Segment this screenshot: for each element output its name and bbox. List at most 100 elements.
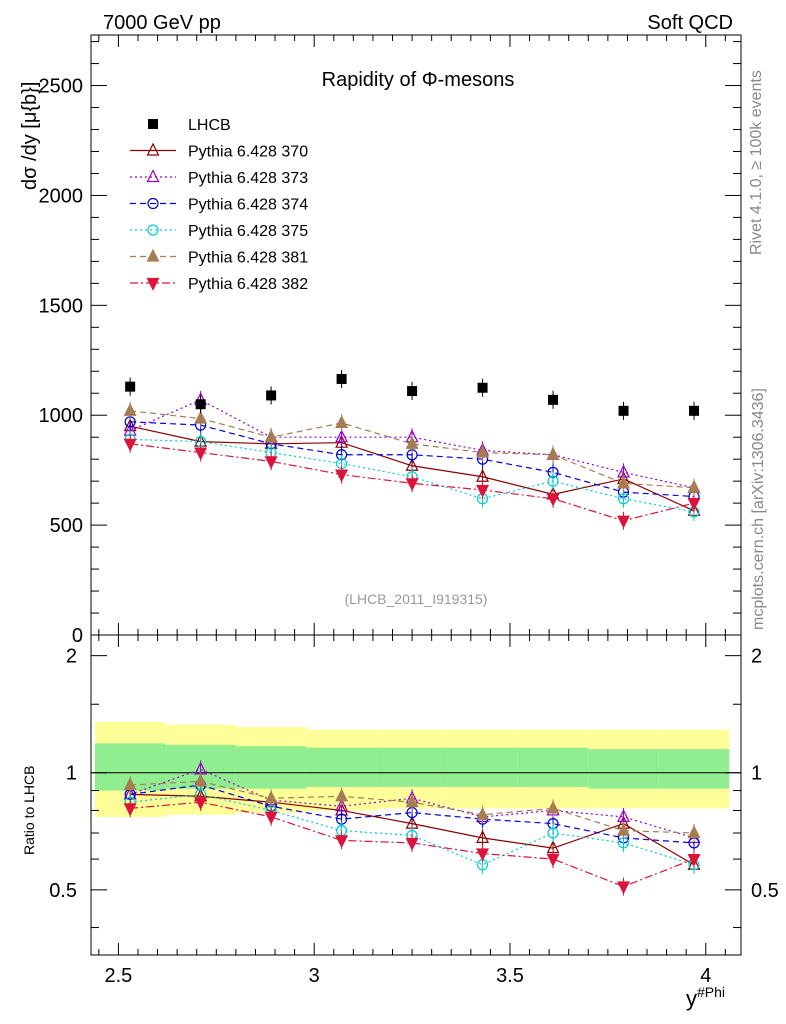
y-tick-label: 1500 — [39, 295, 84, 317]
main-series-point — [617, 493, 630, 505]
ratio-series-point — [687, 825, 701, 839]
data-series-point — [407, 386, 418, 397]
legend-label: Pythia 6.428 382 — [188, 276, 308, 293]
y-tick-label: 500 — [50, 515, 83, 537]
plot-title: Rapidity of Φ-mesons — [322, 69, 515, 91]
main-series-point — [546, 446, 560, 460]
ratio-y-tick-label-right: 0.5 — [751, 880, 779, 902]
x-axis-label-sup: #Phi — [697, 984, 725, 1000]
green-band — [235, 746, 307, 789]
x-tick-label: 4 — [700, 965, 711, 987]
ratio-y-tick-label: 2 — [66, 646, 77, 668]
ratio-series-point — [687, 853, 701, 867]
main-series-point — [123, 438, 137, 452]
x-axis-label: y#Phi — [686, 984, 725, 1011]
main-series-point — [405, 478, 419, 492]
x-axis-label-main: y — [686, 986, 697, 1011]
ratio-series-point — [476, 848, 490, 862]
legend-marker — [146, 277, 160, 291]
ratio-series-line — [130, 793, 695, 866]
main-series-point — [264, 456, 278, 470]
header-left: 7000 GeV pp — [103, 12, 221, 34]
side-label-rivet: Rivet 4.1.0, ≥ 100k events — [748, 70, 765, 255]
data-series-point — [689, 405, 700, 416]
watermark: (LHCB_2011_I919315) — [345, 591, 488, 607]
main-series-point — [546, 493, 560, 507]
y-tick-label: 0 — [72, 625, 83, 647]
ratio-series-line — [129, 768, 695, 839]
ratio-series-point — [617, 881, 631, 895]
side-label-mcplots: mcplots.cern.ch [arXiv:1306.3436] — [750, 388, 767, 630]
ratio-series-point — [617, 809, 631, 823]
axis-labels: dσ /dy [μ{b}] Ratio to LHCB y#Phi — [19, 82, 725, 1011]
data-series-point — [548, 394, 559, 405]
ratio-series-point — [335, 788, 349, 802]
main-series-point — [687, 479, 701, 493]
legend-label: Pythia 6.428 374 — [188, 197, 308, 214]
ratio-series-point — [123, 777, 137, 791]
main-series-point — [194, 447, 208, 461]
green-band — [658, 749, 730, 789]
x-tick-label: 2.5 — [105, 965, 133, 987]
ratio-series-point — [123, 803, 137, 817]
y-axis-label: dσ /dy [μ{b}] — [19, 82, 41, 190]
legend-label: Pythia 6.428 375 — [188, 223, 308, 240]
legend-marker — [148, 119, 158, 129]
data-series-point — [266, 390, 277, 401]
ratio-series-point — [405, 837, 419, 851]
ratio-series-point — [546, 853, 560, 867]
main-series-point — [617, 475, 631, 489]
ratio-series-point — [194, 797, 208, 811]
ratio-series-line — [130, 784, 695, 844]
main-series-point — [194, 410, 208, 424]
green-band — [306, 747, 377, 787]
main-series — [123, 369, 701, 530]
ratio-series — [123, 760, 701, 896]
main-series-point — [476, 444, 490, 458]
ratio-series-point — [264, 811, 278, 825]
ratio-series-point — [335, 835, 349, 849]
legend-marker — [146, 142, 160, 156]
main-series-point — [335, 415, 349, 429]
main-series-point — [405, 435, 419, 449]
x-tick-label: 3.5 — [496, 965, 524, 987]
legend-marker — [147, 224, 159, 236]
ratio-series-point — [405, 794, 419, 808]
legend-label: Pythia 6.428 373 — [188, 170, 308, 187]
main-series-line — [130, 410, 695, 489]
ratio-frame — [90, 634, 742, 956]
ratio-y-axis-label: Ratio to LHCB — [21, 766, 37, 855]
ratio-series-point — [194, 773, 208, 787]
header-right: Soft QCD — [647, 12, 733, 34]
ratio-y-tick-label-right: 1 — [751, 763, 762, 785]
y-tick-label: 2000 — [39, 185, 84, 207]
main-series-point — [123, 402, 137, 416]
data-series-point — [195, 399, 206, 410]
ratio-series-point — [547, 827, 559, 839]
ratio-series-point — [546, 800, 560, 814]
green-band — [376, 747, 448, 787]
green-band — [588, 749, 659, 789]
ratio-series-point — [476, 806, 490, 820]
legend-marker — [147, 197, 159, 210]
ratio-series-point — [264, 790, 278, 804]
legend-label: Pythia 6.428 370 — [188, 144, 308, 161]
main-series-point — [687, 498, 701, 511]
ratio-y-tick-label: 0.5 — [49, 880, 77, 902]
main-series-point — [264, 429, 278, 443]
data-series-point — [336, 373, 347, 384]
green-band — [447, 747, 518, 787]
x-tick-label: 3 — [309, 965, 320, 987]
y-tick-label: 1000 — [39, 405, 84, 427]
green-band — [517, 747, 589, 787]
y-tick-label: 2500 — [39, 76, 84, 98]
ratio-y-tick-label: 1 — [66, 763, 77, 785]
main-series-point — [547, 475, 559, 487]
ratio-series-point — [476, 830, 490, 844]
legend: LHCB Pythia 6.428 370 Pythia 6.428 373 Pyth… — [130, 117, 308, 293]
data-series-point — [125, 381, 136, 392]
main-series-point — [335, 429, 349, 443]
legend-marker — [146, 169, 160, 183]
main-panel: 0 500 1000 1500 2000 2500 Rapidity of Φ-mesons… — [39, 34, 742, 647]
